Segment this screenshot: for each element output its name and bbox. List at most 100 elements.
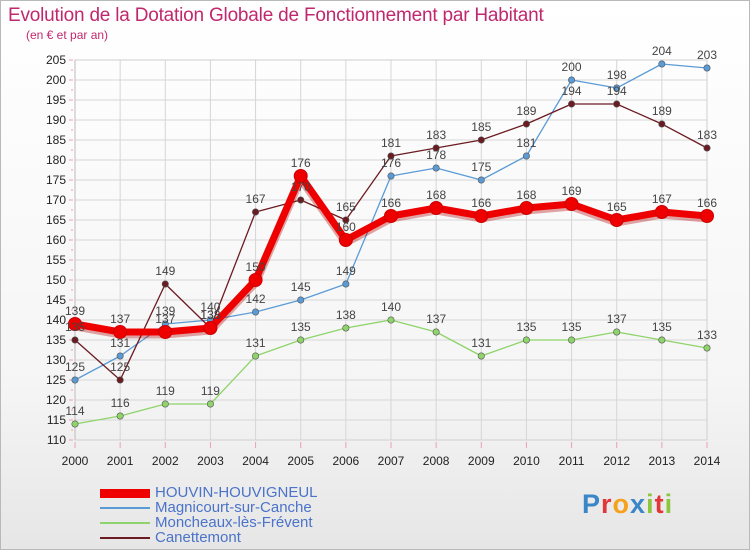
x-tick-label: 2004 [242, 454, 269, 468]
data-point [432, 144, 440, 152]
data-label: 125 [65, 360, 85, 374]
data-labels: 125 131 139 140 142 145 149 176 178 175 181 200 198 2… [65, 44, 717, 418]
data-point [116, 352, 124, 360]
data-point [432, 164, 440, 172]
series [68, 60, 714, 428]
data-point [113, 325, 128, 339]
data-label: 135 [562, 320, 582, 334]
data-label: 167 [246, 192, 266, 206]
data-point [477, 176, 485, 184]
data-point [116, 376, 124, 384]
legend-swatch [100, 537, 150, 539]
data-point [522, 120, 530, 128]
data-label: 165 [607, 200, 627, 214]
y-tick-label: 120 [46, 393, 66, 407]
data-label: 139 [65, 304, 85, 318]
data-label: 166 [697, 196, 717, 210]
data-point [658, 336, 666, 344]
data-point [293, 169, 308, 183]
data-point [477, 136, 485, 144]
data-point [703, 64, 711, 72]
data-point [297, 296, 305, 304]
y-tick-label: 115 [47, 413, 66, 427]
y-tick-label: 185 [46, 133, 66, 147]
data-label: 149 [336, 264, 356, 278]
y-tick-label: 150 [46, 273, 66, 287]
data-point [703, 344, 711, 352]
data-label: 194 [607, 84, 627, 98]
data-point [387, 152, 395, 160]
data-label: 168 [426, 188, 446, 202]
data-point [613, 100, 621, 108]
data-point [384, 209, 398, 223]
x-tick-label: 2000 [62, 454, 89, 468]
chart-subtitle: (en € et par an) [26, 28, 109, 42]
logo-letter: i [664, 489, 674, 519]
data-label: 149 [155, 264, 175, 278]
data-point [206, 400, 214, 408]
x-tick-label: 2009 [468, 454, 495, 468]
data-label: 200 [562, 60, 582, 74]
data-point [474, 209, 489, 223]
data-label: 145 [291, 280, 311, 294]
data-point [342, 216, 350, 224]
data-point [658, 60, 666, 68]
y-tick-label: 205 [46, 53, 66, 67]
data-point [387, 316, 395, 324]
data-label: 168 [516, 188, 536, 202]
data-label: 204 [652, 44, 672, 58]
legend-swatch [100, 522, 150, 524]
logo-letter: o [612, 489, 631, 519]
data-point [161, 400, 169, 408]
data-label: 142 [246, 292, 266, 306]
y-tick-label: 170 [46, 193, 66, 207]
data-point [613, 328, 621, 336]
data-label: 167 [652, 192, 672, 206]
data-label: 138 [200, 308, 220, 322]
data-label: 114 [65, 404, 84, 418]
data-point [203, 321, 218, 335]
data-point [568, 76, 576, 84]
x-tick-label: 2007 [378, 454, 405, 468]
x-tick-label: 2008 [423, 454, 450, 468]
data-label: 135 [65, 320, 85, 334]
x-tick-label: 2013 [649, 454, 676, 468]
y-tick-label: 155 [46, 253, 66, 267]
data-point [342, 324, 350, 332]
legend-label: Magnicourt-sur-Canche [155, 499, 312, 516]
data-point [71, 420, 79, 428]
data-label: 119 [201, 384, 220, 398]
data-point [432, 328, 440, 336]
data-label: 116 [111, 396, 130, 410]
legend-label: Canettemont [155, 529, 241, 546]
grid [74, 59, 708, 441]
x-tick-label: 2005 [287, 454, 314, 468]
x-tick-label: 2011 [559, 454, 585, 468]
y-tick-label: 130 [46, 353, 66, 367]
data-label: 119 [156, 384, 175, 398]
data-label: 140 [200, 300, 220, 314]
data-point [252, 308, 260, 316]
proxiti-logo: Proxiti [582, 489, 673, 520]
data-label: 189 [516, 104, 536, 118]
data-label: 133 [697, 328, 717, 342]
data-point [338, 233, 353, 247]
data-point [248, 273, 263, 287]
data-label: 135 [516, 320, 536, 334]
logo-letter: r [601, 489, 613, 519]
legend-swatch [100, 489, 150, 498]
data-point [342, 280, 350, 288]
data-label: 176 [291, 156, 311, 170]
data-label: 138 [200, 308, 220, 322]
data-label: 183 [697, 128, 717, 142]
data-point [252, 208, 260, 216]
x-tick-label: 2001 [107, 454, 134, 468]
y-tick-label: 190 [46, 113, 66, 127]
chart-title: Evolution de la Dotation Globale de Fonc… [8, 5, 544, 26]
x-tick-label: 2012 [603, 454, 630, 468]
y-tick-label: 200 [46, 73, 66, 87]
x-tick-label: 2014 [694, 454, 721, 468]
data-point [564, 197, 579, 211]
data-label: 139 [155, 304, 175, 318]
y-tick-label: 165 [46, 213, 66, 227]
